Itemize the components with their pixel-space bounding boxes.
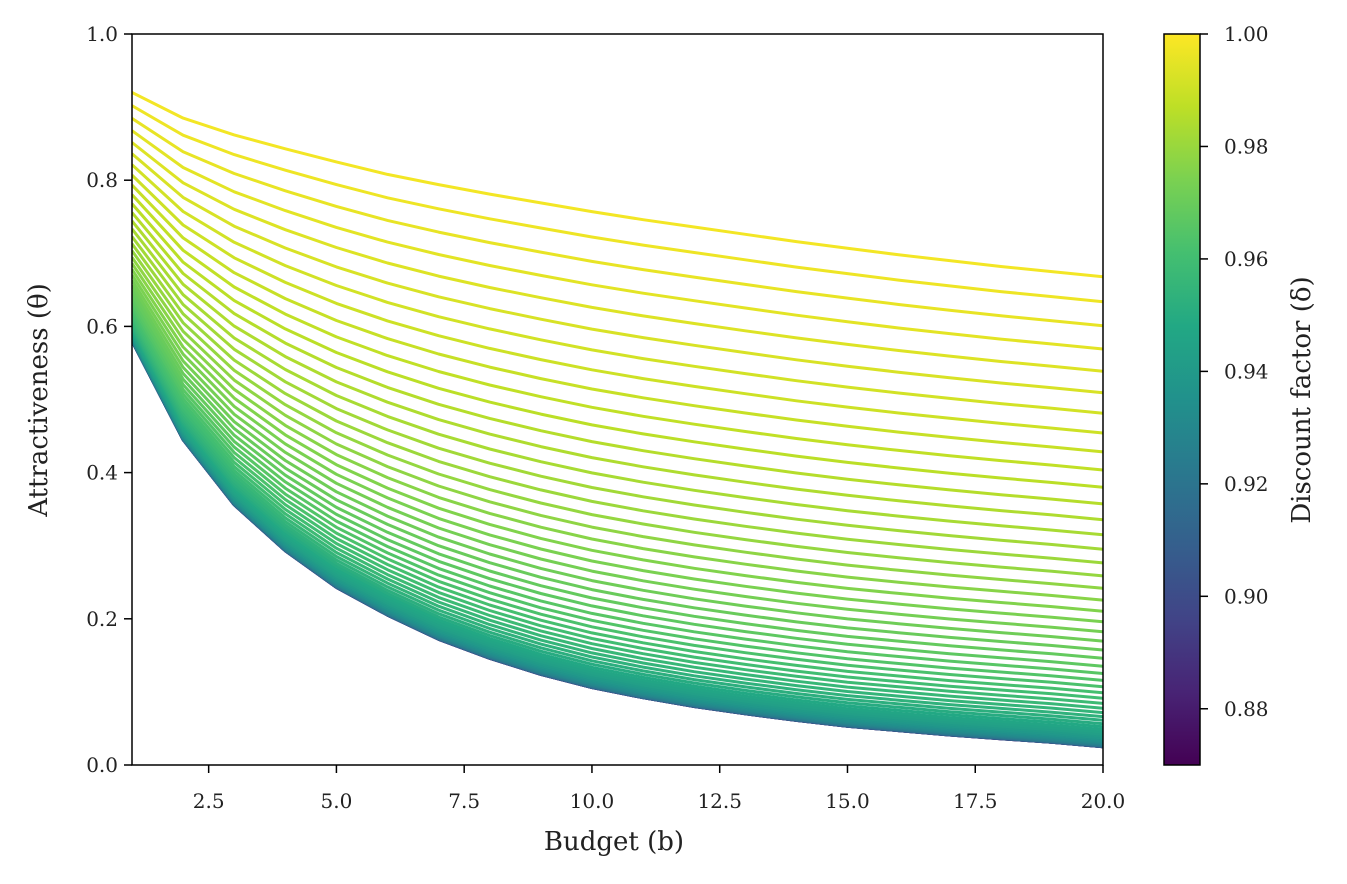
series-line-56	[132, 129, 1103, 351]
series-lines	[132, 91, 1103, 749]
colorbar	[1163, 33, 1201, 766]
series-line-21	[132, 331, 1103, 731]
x-tick-label: 12.5	[697, 789, 742, 813]
colorbar-tick-label: 0.94	[1224, 359, 1269, 383]
series-line-59	[132, 91, 1103, 279]
series-line-37	[132, 284, 1103, 643]
colorbar-ticks: 0.88 0.90 0.92 0.94 0.96 0.98 1.00	[1200, 22, 1269, 721]
series-line-26	[132, 322, 1103, 715]
series-line-45	[132, 235, 1103, 551]
series-line-49	[132, 202, 1103, 489]
x-tick-label: 2.5	[193, 789, 225, 813]
y-tick-label: 0.2	[86, 607, 118, 631]
series-line-19	[132, 333, 1103, 736]
y-axis-label: Attractiveness (θ)	[24, 283, 54, 518]
series-line-47	[132, 220, 1103, 522]
series-line-30	[132, 311, 1103, 695]
series-line-54	[132, 152, 1103, 395]
colorbar-tick-label: 0.90	[1224, 584, 1269, 608]
colorbar-tick-label: 0.96	[1224, 247, 1269, 271]
series-line-36	[132, 289, 1103, 652]
series-line-40	[132, 268, 1103, 613]
y-tick-label: 0.0	[86, 753, 118, 777]
colorbar-tick-label: 1.00	[1224, 22, 1269, 46]
series-line-35	[132, 293, 1103, 660]
series-line-48	[132, 211, 1103, 506]
series-line-22	[132, 329, 1103, 729]
plot-frame	[131, 33, 1104, 766]
series-line-50	[132, 193, 1103, 472]
series-line-39	[132, 274, 1103, 624]
colorbar-label: Discount factor (δ)	[1287, 276, 1317, 523]
series-line-46	[132, 227, 1103, 537]
series-line-34	[132, 297, 1103, 668]
series-line-55	[132, 141, 1103, 373]
x-axis-ticks: 2.5 5.0 7.5 10.0 12.5 15.0 17.5 20.0	[193, 765, 1126, 813]
y-tick-label: 0.6	[86, 314, 118, 338]
y-tick-label: 0.4	[86, 461, 118, 485]
series-line-27	[132, 319, 1103, 710]
series-line-33	[132, 301, 1103, 675]
x-tick-label: 17.5	[953, 789, 998, 813]
y-axis-ticks: 0.0 0.2 0.4 0.6 0.8 1.0	[86, 22, 132, 777]
series-line-57	[132, 117, 1103, 328]
series-line-29	[132, 314, 1103, 700]
series-line-42	[132, 256, 1103, 590]
x-tick-label: 7.5	[448, 789, 480, 813]
series-line-38	[132, 279, 1103, 634]
series-line-51	[132, 184, 1103, 454]
series-line-53	[132, 163, 1103, 415]
series-line-52	[132, 174, 1103, 435]
series-line-43	[132, 249, 1103, 578]
series-line-24	[132, 326, 1103, 722]
series-line-58	[132, 104, 1103, 304]
x-tick-label: 10.0	[570, 789, 615, 813]
series-line-20	[132, 332, 1103, 734]
y-tick-label: 0.8	[86, 168, 118, 192]
series-line-31	[132, 308, 1103, 689]
colorbar-tick-label: 0.98	[1224, 134, 1269, 158]
series-line-23	[132, 328, 1103, 726]
y-tick-label: 1.0	[86, 22, 118, 46]
x-tick-label: 5.0	[321, 789, 353, 813]
series-line-41	[132, 262, 1103, 602]
x-tick-label: 15.0	[825, 789, 870, 813]
colorbar-tick-label: 0.88	[1224, 697, 1269, 721]
series-line-32	[132, 305, 1103, 682]
series-line-25	[132, 324, 1103, 719]
colorbar-tick-label: 0.92	[1224, 472, 1269, 496]
x-axis-label: Budget (b)	[544, 827, 684, 857]
series-line-28	[132, 317, 1103, 705]
x-tick-label: 20.0	[1081, 789, 1126, 813]
series-line-44	[132, 242, 1103, 565]
